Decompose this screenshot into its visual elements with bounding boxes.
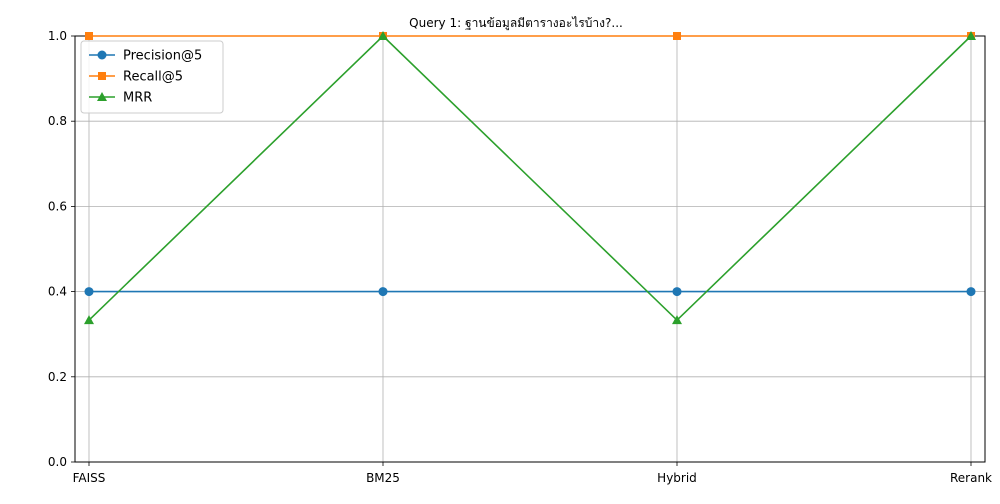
legend-marker [98,72,106,80]
axes: 0.0 0.2 0.4 0.6 0.8 1.0 FAISS BM25 Hybrid Rerank [48,29,992,485]
series-precision-5 [84,287,976,297]
data-point-recall-5 [673,32,681,40]
y-tick-label: 0.2 [48,370,67,384]
data-point-mrr [84,315,94,325]
legend-label: Precision@5 [123,49,202,64]
legend-item-recall-5: Recall@5 [89,70,183,85]
data-point-precision-5 [84,287,94,297]
y-tick-label: 0.4 [48,285,67,299]
data-point-precision-5 [966,287,976,297]
data-point-precision-5 [672,287,682,297]
x-tick-label: BM25 [366,471,400,485]
legend-item-precision-5: Precision@5 [89,49,202,64]
data-point-recall-5 [85,32,93,40]
chart-title: Query 1: ฐานข้อมูลมีตารางอะไรบ้าง?... [409,16,623,31]
data-point-mrr [966,31,976,40]
legend-item-mrr: MRR [89,91,152,106]
series-layer [84,31,976,325]
x-tick-label: Rerank [950,471,992,485]
series-mrr [84,31,976,325]
y-tick-label: 0.0 [48,455,67,469]
x-tick-label: Hybrid [657,471,697,485]
y-tick-label: 0.8 [48,114,67,128]
legend-label: Recall@5 [123,70,183,85]
data-point-precision-5 [378,287,388,297]
y-tick-label: 1.0 [48,29,67,43]
legend-marker [97,50,107,60]
legend-marker [97,92,107,101]
series-recall-5 [85,32,975,40]
y-tick-label: 0.6 [48,199,67,213]
series-line-mrr [88,34,972,322]
legend: Precision@5 Recall@5 MRR [80,40,224,114]
legend-label: MRR [123,91,152,106]
data-point-mrr [378,31,388,40]
legend-box [80,40,224,114]
x-tick-label: FAISS [73,471,106,485]
data-point-mrr [672,315,682,325]
